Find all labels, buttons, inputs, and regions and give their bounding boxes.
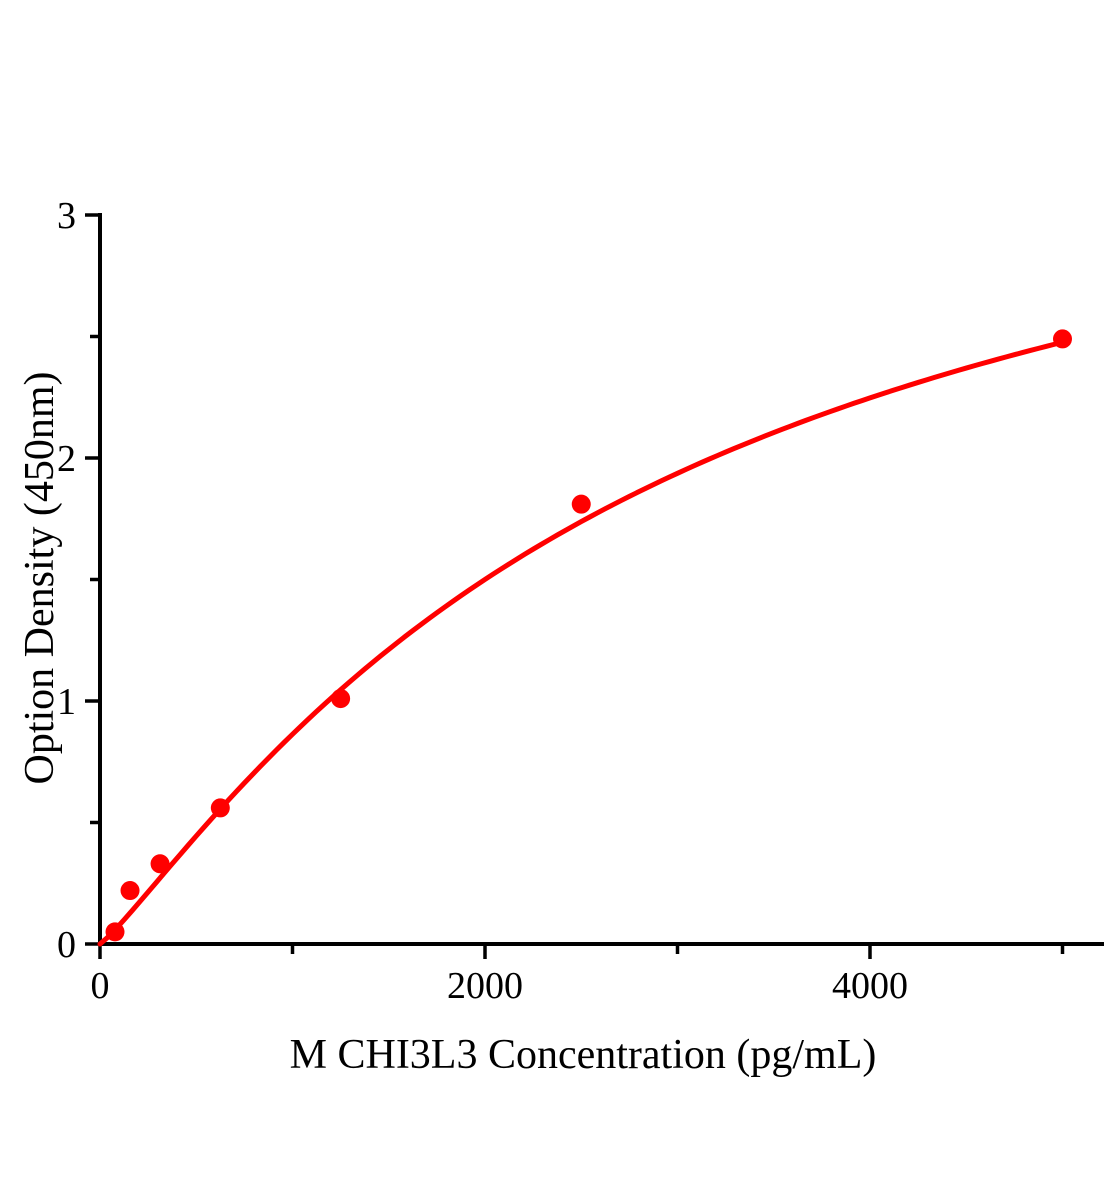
x-tick-label: 0 xyxy=(91,965,110,1007)
data-point-marker xyxy=(210,798,230,818)
data-point-marker xyxy=(571,494,591,514)
y-tick-label: 1 xyxy=(57,681,76,723)
data-point-marker xyxy=(150,854,170,874)
x-tick-label: 4000 xyxy=(832,965,908,1007)
data-point-marker xyxy=(105,922,125,942)
data-point-marker xyxy=(331,689,351,709)
y-tick-label: 3 xyxy=(57,195,76,237)
y-axis-title: Option Density (450nm) xyxy=(16,371,63,785)
x-axis-title: M CHI3L3 Concentration (pg/mL) xyxy=(289,1032,877,1078)
y-tick-label: 0 xyxy=(57,924,76,966)
data-point-marker xyxy=(120,881,140,901)
y-tick-label: 2 xyxy=(57,438,76,480)
fit-curve-line xyxy=(97,339,1065,947)
data-point-marker xyxy=(1053,329,1072,349)
x-tick-label: 2000 xyxy=(447,965,523,1007)
